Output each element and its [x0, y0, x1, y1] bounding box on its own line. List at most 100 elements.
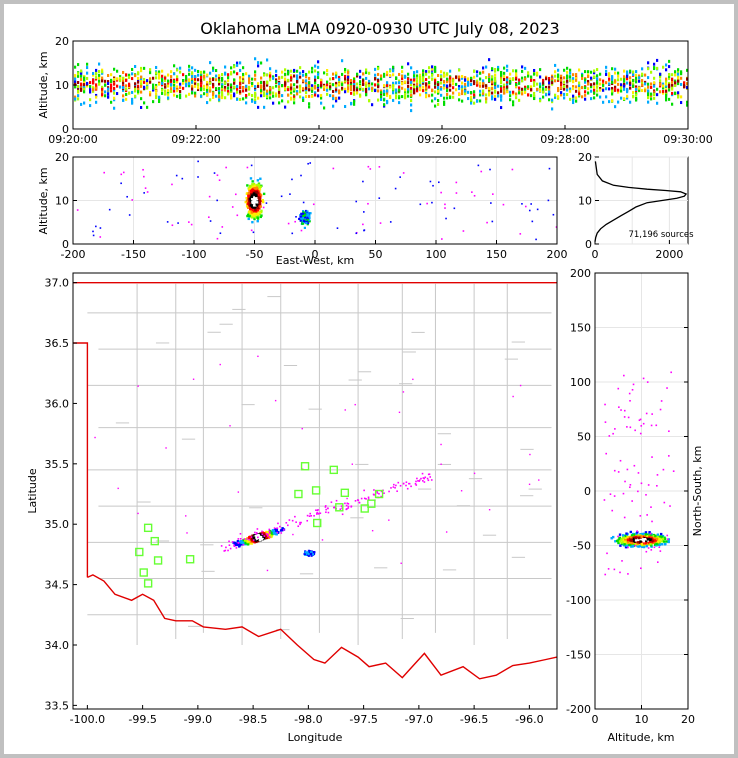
source-mark: [344, 70, 347, 74]
source-mark: [137, 80, 140, 84]
source-mark: [200, 84, 203, 88]
source-mark: [246, 166, 249, 169]
source-mark: [137, 385, 139, 387]
source-mark: [566, 74, 569, 78]
source-mark: [380, 490, 383, 493]
source-mark: [74, 82, 77, 86]
source-mark: [569, 68, 572, 72]
source-mark: [338, 75, 341, 79]
source-mark: [250, 536, 253, 538]
source-mark: [399, 176, 401, 178]
source-mark: [173, 86, 176, 90]
source-mark: [623, 516, 626, 519]
source-mark: [608, 72, 611, 76]
source-mark: [461, 92, 464, 96]
source-mark: [649, 538, 652, 541]
source-mark: [287, 72, 290, 76]
source-mark: [248, 92, 251, 96]
source-mark: [351, 463, 354, 465]
source-mark: [617, 541, 620, 545]
source-mark: [362, 223, 364, 226]
source-mark: [633, 539, 636, 543]
source-mark: [206, 85, 209, 89]
source-mark: [542, 81, 545, 85]
source-mark: [206, 101, 209, 105]
x-tick-label: 2000: [655, 248, 683, 261]
source-mark: [247, 217, 250, 221]
source-mark: [524, 90, 527, 94]
source-mark: [635, 98, 638, 102]
source-mark: [259, 205, 262, 208]
source-mark: [95, 83, 98, 87]
source-mark: [320, 85, 323, 89]
source-mark: [584, 97, 587, 101]
source-mark: [308, 102, 311, 106]
source-mark: [631, 537, 634, 540]
source-mark: [473, 82, 476, 86]
source-mark: [179, 70, 182, 74]
source-mark: [557, 68, 560, 72]
source-mark: [191, 74, 194, 78]
source-mark: [208, 195, 211, 198]
source-mark: [299, 71, 302, 75]
source-mark: [542, 87, 545, 91]
source-mark: [488, 75, 491, 79]
source-mark: [353, 100, 356, 104]
source-mark: [266, 58, 269, 62]
source-mark: [602, 83, 605, 87]
source-mark: [653, 546, 656, 549]
source-mark: [281, 527, 284, 530]
source-mark: [377, 89, 380, 93]
source-mark: [428, 94, 431, 98]
source-mark: [623, 87, 626, 91]
source-mark: [269, 74, 272, 78]
source-mark: [398, 88, 401, 92]
source-mark: [317, 513, 320, 515]
source-mark: [248, 215, 251, 218]
x-tick-label: 150: [486, 248, 507, 261]
x-tick-label: -100: [182, 248, 207, 261]
source-mark: [194, 68, 197, 72]
source-mark: [506, 90, 509, 94]
source-mark: [253, 184, 256, 188]
source-mark: [306, 210, 309, 213]
source-mark: [368, 87, 371, 91]
source-mark: [83, 87, 86, 91]
source-mark: [554, 63, 557, 67]
source-mark: [253, 212, 256, 216]
source-mark: [503, 71, 506, 75]
source-mark: [164, 83, 167, 87]
source-mark: [254, 91, 257, 95]
ew-altitude-sources: [72, 156, 558, 245]
source-mark: [386, 70, 389, 74]
source-mark: [235, 547, 238, 549]
source-mark: [161, 79, 164, 83]
source-mark: [542, 78, 545, 82]
source-mark: [680, 70, 683, 74]
source-mark: [674, 70, 677, 74]
source-mark: [287, 88, 290, 92]
source-mark: [253, 202, 256, 206]
source-mark: [620, 86, 623, 90]
source-mark: [548, 98, 551, 102]
source-mark: [95, 93, 98, 97]
source-mark: [365, 90, 368, 94]
source-mark: [134, 89, 137, 93]
source-mark: [335, 75, 338, 79]
source-mark: [648, 541, 651, 544]
source-mark: [638, 535, 641, 538]
source-mark: [416, 76, 419, 80]
source-mark: [557, 76, 560, 80]
source-mark: [545, 85, 548, 89]
source-mark: [236, 61, 239, 65]
source-mark: [155, 94, 158, 98]
plan-view-sources: [94, 355, 540, 572]
source-mark: [239, 97, 242, 101]
source-mark: [131, 101, 134, 105]
source-mark: [143, 175, 145, 178]
source-mark: [492, 193, 494, 195]
source-mark: [250, 164, 253, 167]
source-mark: [305, 86, 308, 90]
source-mark: [200, 78, 203, 82]
